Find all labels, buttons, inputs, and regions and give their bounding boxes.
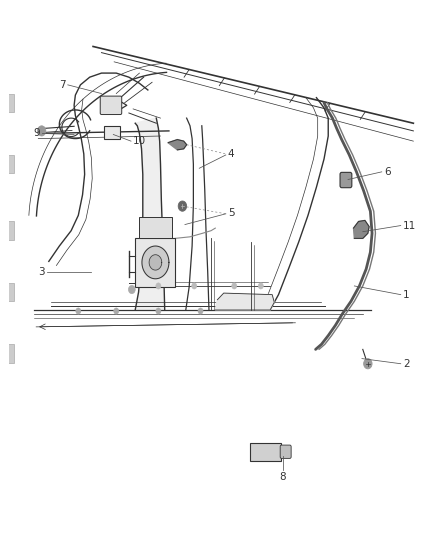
Circle shape <box>76 308 81 314</box>
Text: 1: 1 <box>402 289 409 300</box>
Polygon shape <box>135 118 164 310</box>
Bar <box>7 94 14 112</box>
Circle shape <box>37 126 46 136</box>
Bar <box>7 283 14 301</box>
Polygon shape <box>215 293 274 310</box>
Circle shape <box>113 308 119 314</box>
Text: 7: 7 <box>59 80 66 90</box>
Text: 8: 8 <box>279 472 286 482</box>
FancyBboxPatch shape <box>135 238 175 287</box>
Circle shape <box>178 201 186 211</box>
Text: 11: 11 <box>402 221 415 231</box>
Circle shape <box>258 283 263 289</box>
FancyBboxPatch shape <box>249 442 281 461</box>
Circle shape <box>128 286 135 294</box>
Text: 3: 3 <box>38 266 45 277</box>
Text: 6: 6 <box>383 167 389 177</box>
FancyBboxPatch shape <box>139 217 172 238</box>
Circle shape <box>363 359 371 369</box>
FancyBboxPatch shape <box>104 126 119 139</box>
Text: 10: 10 <box>133 136 146 146</box>
Polygon shape <box>168 140 186 150</box>
Polygon shape <box>141 246 169 279</box>
Polygon shape <box>353 221 368 238</box>
Circle shape <box>191 283 196 289</box>
Circle shape <box>231 283 236 289</box>
Circle shape <box>155 283 161 289</box>
Bar <box>7 155 14 173</box>
Circle shape <box>198 308 203 314</box>
FancyBboxPatch shape <box>279 445 290 458</box>
Circle shape <box>155 308 161 314</box>
Text: 2: 2 <box>402 359 409 369</box>
FancyBboxPatch shape <box>339 172 351 188</box>
FancyBboxPatch shape <box>100 96 121 115</box>
Text: 9: 9 <box>34 128 40 139</box>
Polygon shape <box>149 255 161 270</box>
Text: 5: 5 <box>227 208 234 218</box>
Bar <box>7 344 14 362</box>
Bar <box>7 222 14 240</box>
Text: 4: 4 <box>227 149 234 159</box>
